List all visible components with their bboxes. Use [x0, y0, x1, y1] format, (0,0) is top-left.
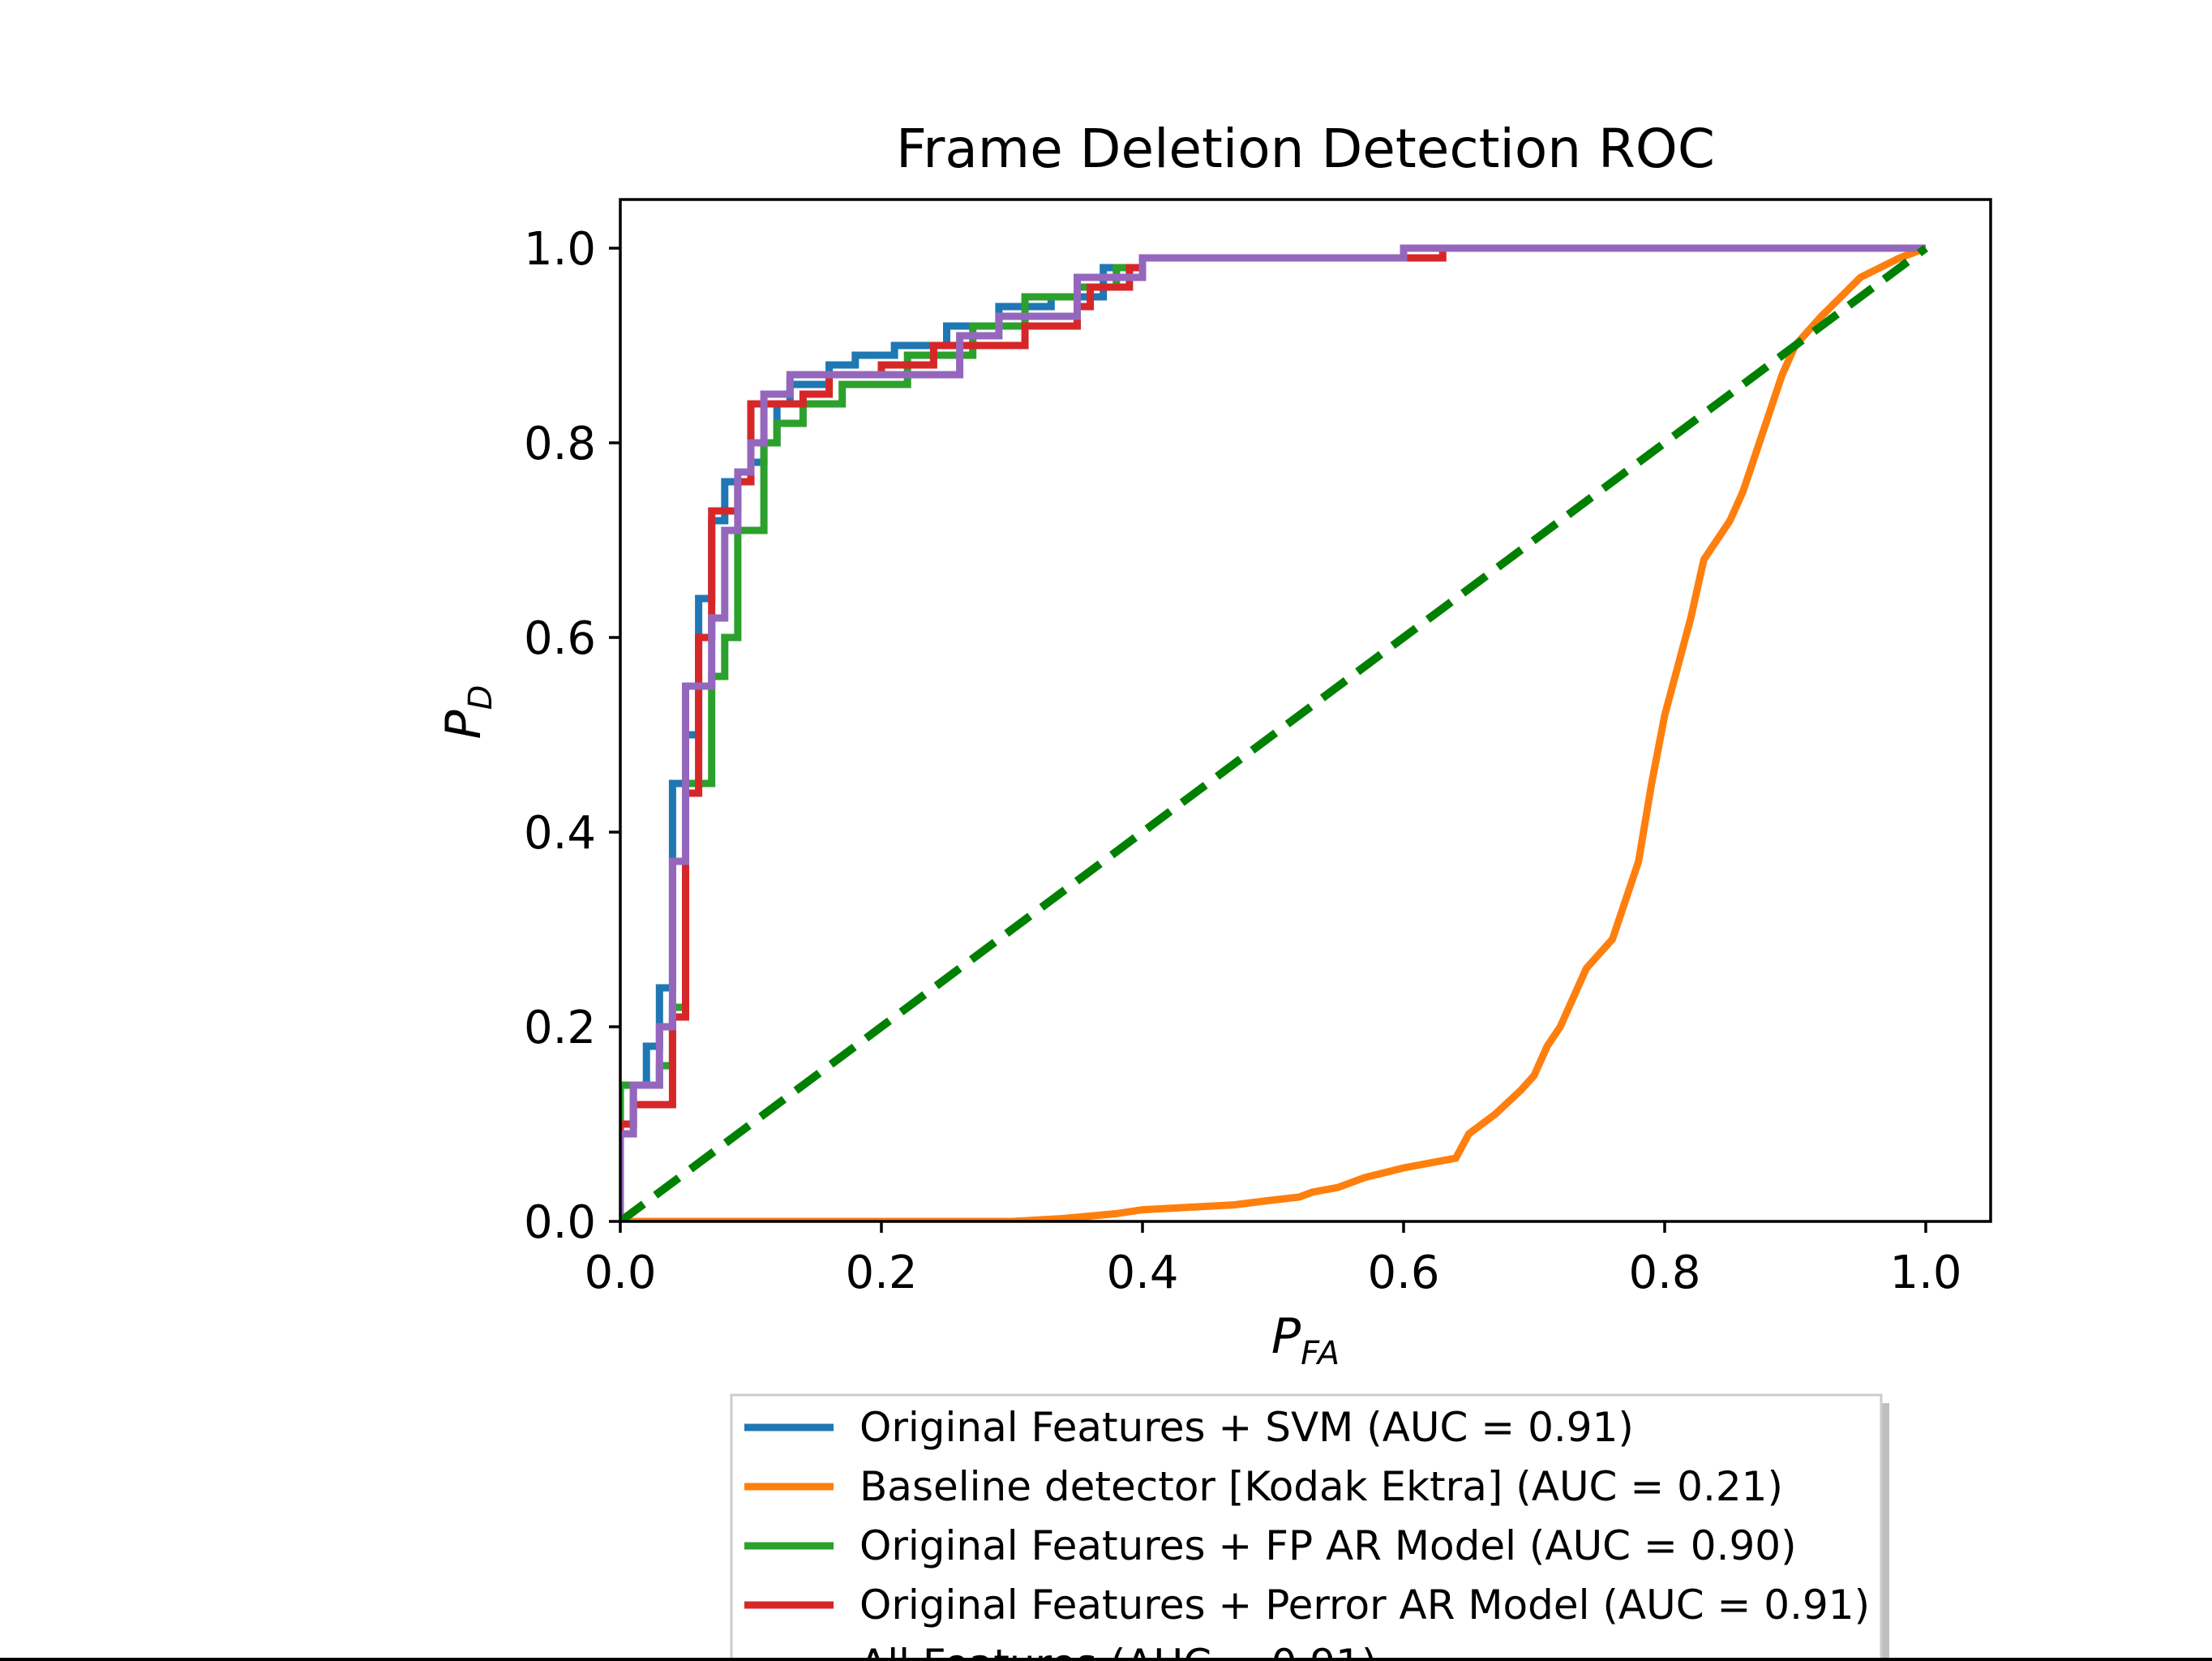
x-axis-title-sub: FA	[1301, 1335, 1340, 1372]
x-axis-title: PFA	[1271, 1308, 1340, 1372]
series-line-5	[620, 244, 1926, 1221]
legend-label: Original Features + Perror AR Model (AUC…	[860, 1582, 1870, 1629]
plot-series-group	[620, 244, 1928, 1221]
x-axis: 0.0 0.2 0.4 0.6 0.8 1.0	[584, 1221, 1962, 1299]
series-line-4	[620, 244, 1926, 1221]
legend: Original Features + SVM (AUC = 0.91) Base…	[730, 1393, 1889, 1661]
x-tick-label: 0.2	[845, 1247, 917, 1299]
series-line-2	[620, 244, 1927, 1221]
y-tick-label: 0.6	[524, 612, 596, 665]
x-tick-label: 1.0	[1889, 1247, 1961, 1299]
chance-diagonal-line	[620, 244, 1928, 1221]
x-tick-label: 0.6	[1367, 1247, 1439, 1299]
y-tick-label: 0.0	[524, 1196, 596, 1249]
x-tick-label: 0.8	[1628, 1247, 1700, 1299]
x-axis-title-main: P	[1271, 1308, 1301, 1365]
chart-title: Frame Deletion Detection ROC	[896, 118, 1715, 180]
y-axis-title-sub: D	[462, 685, 499, 710]
legend-label: Original Features + FP AR Model (AUC = 0…	[860, 1522, 1797, 1569]
y-tick-label: 0.4	[524, 807, 596, 860]
bottom-edge-bar	[0, 1658, 2212, 1661]
legend-items: Original Features + SVM (AUC = 0.91) Base…	[744, 1404, 1870, 1661]
y-tick-label: 0.2	[524, 1002, 596, 1054]
plot-frame	[619, 198, 1992, 1223]
y-tick-label: 0.8	[524, 418, 596, 470]
x-tick-label: 0.0	[584, 1247, 656, 1299]
y-axis-title: PD	[435, 685, 499, 740]
legend-box	[730, 1393, 1883, 1661]
y-axis-title-main: P	[435, 710, 492, 740]
y-axis: 0.0 0.2 0.4 0.6 0.8 1.0	[524, 223, 620, 1249]
y-tick-label: 1.0	[524, 223, 596, 276]
x-tick-label: 0.4	[1106, 1247, 1178, 1299]
legend-label: All Features (AUC = 0.91)	[860, 1641, 1378, 1661]
legend-label: Original Features + SVM (AUC = 0.91)	[860, 1404, 1634, 1451]
legend-label: Baseline detector [Kodak Ektra] (AUC = 0…	[860, 1463, 1783, 1510]
